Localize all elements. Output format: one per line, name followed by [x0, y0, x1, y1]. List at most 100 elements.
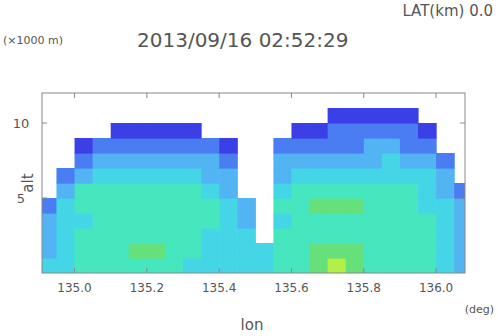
cell: [291, 123, 310, 139]
x-tick: [436, 268, 437, 273]
cell: [201, 138, 220, 154]
cell: [364, 198, 383, 214]
cell: [310, 168, 329, 184]
cell: [418, 138, 437, 154]
cell: [418, 198, 437, 214]
cell: [273, 228, 292, 244]
cell: [273, 243, 292, 259]
cell: [129, 138, 148, 154]
cell: [147, 243, 166, 259]
cell: [454, 183, 465, 199]
cell: [310, 138, 329, 154]
x-tick: [219, 93, 220, 98]
cell: [382, 108, 401, 124]
cell: [147, 213, 166, 229]
cell: [183, 123, 202, 139]
cell: [219, 183, 238, 199]
cell: [42, 243, 57, 259]
cell: [382, 138, 401, 154]
x-tick: [363, 93, 364, 98]
cell: [219, 138, 238, 154]
cell: [436, 243, 455, 259]
cell: [310, 153, 329, 169]
cell: [165, 168, 184, 184]
cell: [273, 153, 292, 169]
cell: [201, 183, 220, 199]
cell: [75, 198, 94, 214]
cell: [328, 108, 347, 124]
cell: [273, 183, 292, 199]
cell: [328, 228, 347, 244]
cell: [165, 138, 184, 154]
x-tick: [436, 93, 437, 98]
cell: [310, 258, 329, 273]
cell: [129, 123, 148, 139]
x-tick-label: 135.2: [130, 281, 164, 295]
cell: [75, 153, 94, 169]
cell: [219, 258, 238, 273]
cell: [273, 198, 292, 214]
cell: [111, 243, 130, 259]
cell: [273, 138, 292, 154]
cell: [219, 213, 238, 229]
cell: [346, 183, 365, 199]
cell: [400, 198, 419, 214]
cell: [328, 243, 347, 259]
cell: [436, 198, 455, 214]
cell: [273, 258, 292, 273]
cell: [75, 213, 94, 229]
cell: [219, 228, 238, 244]
cell: [346, 138, 365, 154]
cell: [147, 168, 166, 184]
y-tick: [460, 123, 465, 124]
cell: [364, 228, 383, 244]
cell: [454, 243, 465, 259]
cell: [400, 243, 419, 259]
cell: [111, 168, 130, 184]
cell: [183, 183, 202, 199]
cell: [436, 228, 455, 244]
cell: [165, 213, 184, 229]
cell: [111, 213, 130, 229]
cell: [129, 168, 148, 184]
cell: [328, 183, 347, 199]
cell: [93, 168, 112, 184]
cell: [400, 138, 419, 154]
cell: [111, 138, 130, 154]
plot-frame: [42, 93, 465, 273]
cell: [147, 123, 166, 139]
cell: [310, 198, 329, 214]
x-tick: [219, 268, 220, 273]
cell: [111, 258, 130, 273]
cell: [237, 258, 256, 273]
cell: [310, 123, 329, 139]
cell: [291, 168, 310, 184]
cell: [219, 198, 238, 214]
x-tick-label: 135.0: [57, 281, 91, 295]
cell: [111, 153, 130, 169]
cell: [310, 228, 329, 244]
cell: [219, 153, 238, 169]
cell: [183, 213, 202, 229]
cells: [42, 108, 465, 273]
cell: [291, 258, 310, 273]
y-unit: (×1000 m): [3, 34, 63, 47]
cell: [418, 183, 437, 199]
cell: [147, 258, 166, 273]
cell: [400, 228, 419, 244]
cell: [291, 198, 310, 214]
cell: [436, 258, 455, 273]
cell: [165, 153, 184, 169]
cell: [418, 213, 437, 229]
cell: [129, 198, 148, 214]
cell: [346, 243, 365, 259]
cell: [93, 228, 112, 244]
cell: [147, 228, 166, 244]
cell: [328, 123, 347, 139]
x-tick: [74, 93, 75, 98]
cell: [93, 183, 112, 199]
cell: [346, 228, 365, 244]
cell: [382, 228, 401, 244]
cell: [75, 243, 94, 259]
subtitle: LAT(km) 0.0: [402, 2, 493, 20]
